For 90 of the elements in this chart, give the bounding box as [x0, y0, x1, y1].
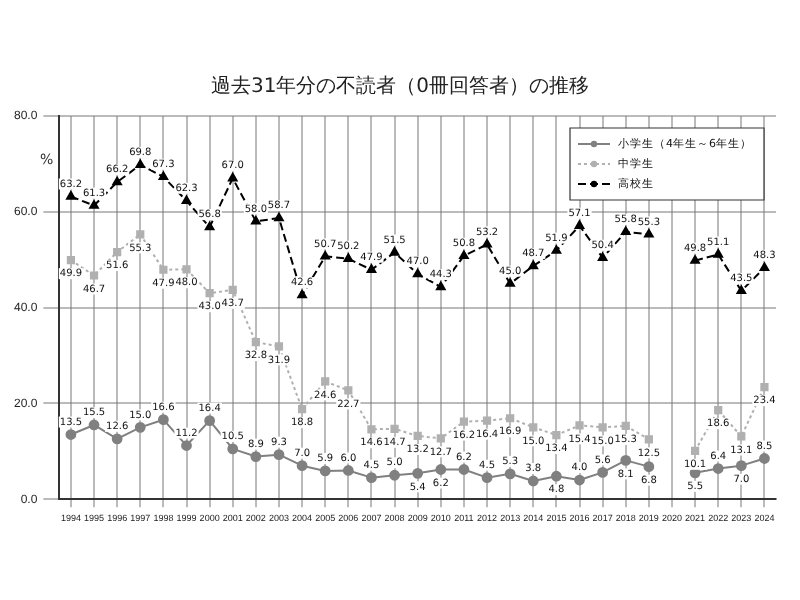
point — [550, 470, 562, 482]
point — [712, 463, 724, 474]
point — [89, 200, 99, 209]
point — [321, 377, 330, 386]
point — [344, 386, 353, 395]
point — [482, 416, 492, 425]
point — [274, 342, 284, 351]
point — [112, 176, 122, 186]
point — [297, 405, 307, 414]
point — [598, 423, 607, 432]
point — [204, 221, 215, 231]
point — [575, 421, 584, 430]
point — [644, 435, 653, 444]
point — [459, 417, 469, 426]
point — [412, 268, 423, 278]
point — [89, 271, 99, 280]
point — [181, 440, 192, 451]
point — [88, 419, 100, 431]
point — [413, 431, 422, 441]
point — [367, 425, 376, 434]
point — [366, 264, 377, 273]
point — [528, 260, 539, 270]
point — [620, 455, 632, 466]
point — [250, 451, 262, 462]
point — [644, 228, 654, 238]
point — [597, 252, 608, 261]
point — [459, 250, 469, 260]
point — [296, 460, 308, 472]
point — [342, 465, 354, 476]
point — [111, 433, 123, 445]
point — [621, 421, 630, 431]
point — [552, 430, 561, 440]
point — [481, 472, 493, 484]
point — [251, 215, 261, 225]
point — [574, 220, 585, 229]
point — [320, 250, 331, 260]
point — [690, 255, 700, 264]
point — [343, 253, 354, 262]
chart-title: 過去31年分の不読者（0冊回答者）の推移 — [208, 73, 592, 100]
point — [436, 434, 445, 443]
point — [759, 453, 770, 464]
point — [297, 289, 307, 299]
point — [251, 337, 260, 347]
point — [714, 406, 723, 415]
point — [66, 256, 76, 265]
point — [735, 460, 747, 472]
point — [205, 289, 214, 298]
point — [597, 466, 609, 478]
point — [204, 415, 216, 427]
point — [274, 212, 284, 222]
point — [435, 281, 446, 291]
point — [136, 230, 145, 239]
point — [389, 469, 400, 481]
point — [66, 191, 76, 200]
point — [760, 383, 769, 392]
point — [505, 278, 515, 287]
point — [643, 461, 655, 473]
point — [529, 423, 538, 432]
point — [504, 468, 516, 480]
point — [181, 195, 192, 204]
point — [366, 472, 377, 484]
point — [227, 172, 238, 182]
point — [458, 464, 470, 475]
point — [158, 171, 169, 181]
point — [389, 247, 400, 256]
point — [134, 421, 146, 433]
point — [159, 265, 168, 274]
point — [690, 446, 700, 455]
point — [390, 424, 399, 433]
point — [228, 285, 237, 294]
point — [435, 464, 447, 475]
point — [713, 249, 724, 258]
point — [273, 449, 285, 461]
point — [620, 226, 631, 236]
point — [157, 414, 169, 426]
point — [737, 432, 746, 441]
point — [506, 414, 515, 423]
point — [182, 265, 191, 274]
point — [482, 238, 492, 248]
point — [65, 429, 77, 440]
point — [736, 285, 747, 295]
point — [759, 262, 770, 272]
point — [113, 247, 122, 257]
point — [319, 465, 331, 477]
point — [551, 245, 562, 254]
point — [412, 467, 424, 479]
point — [135, 159, 146, 169]
point — [527, 475, 539, 487]
point — [574, 474, 585, 486]
point — [227, 443, 239, 455]
